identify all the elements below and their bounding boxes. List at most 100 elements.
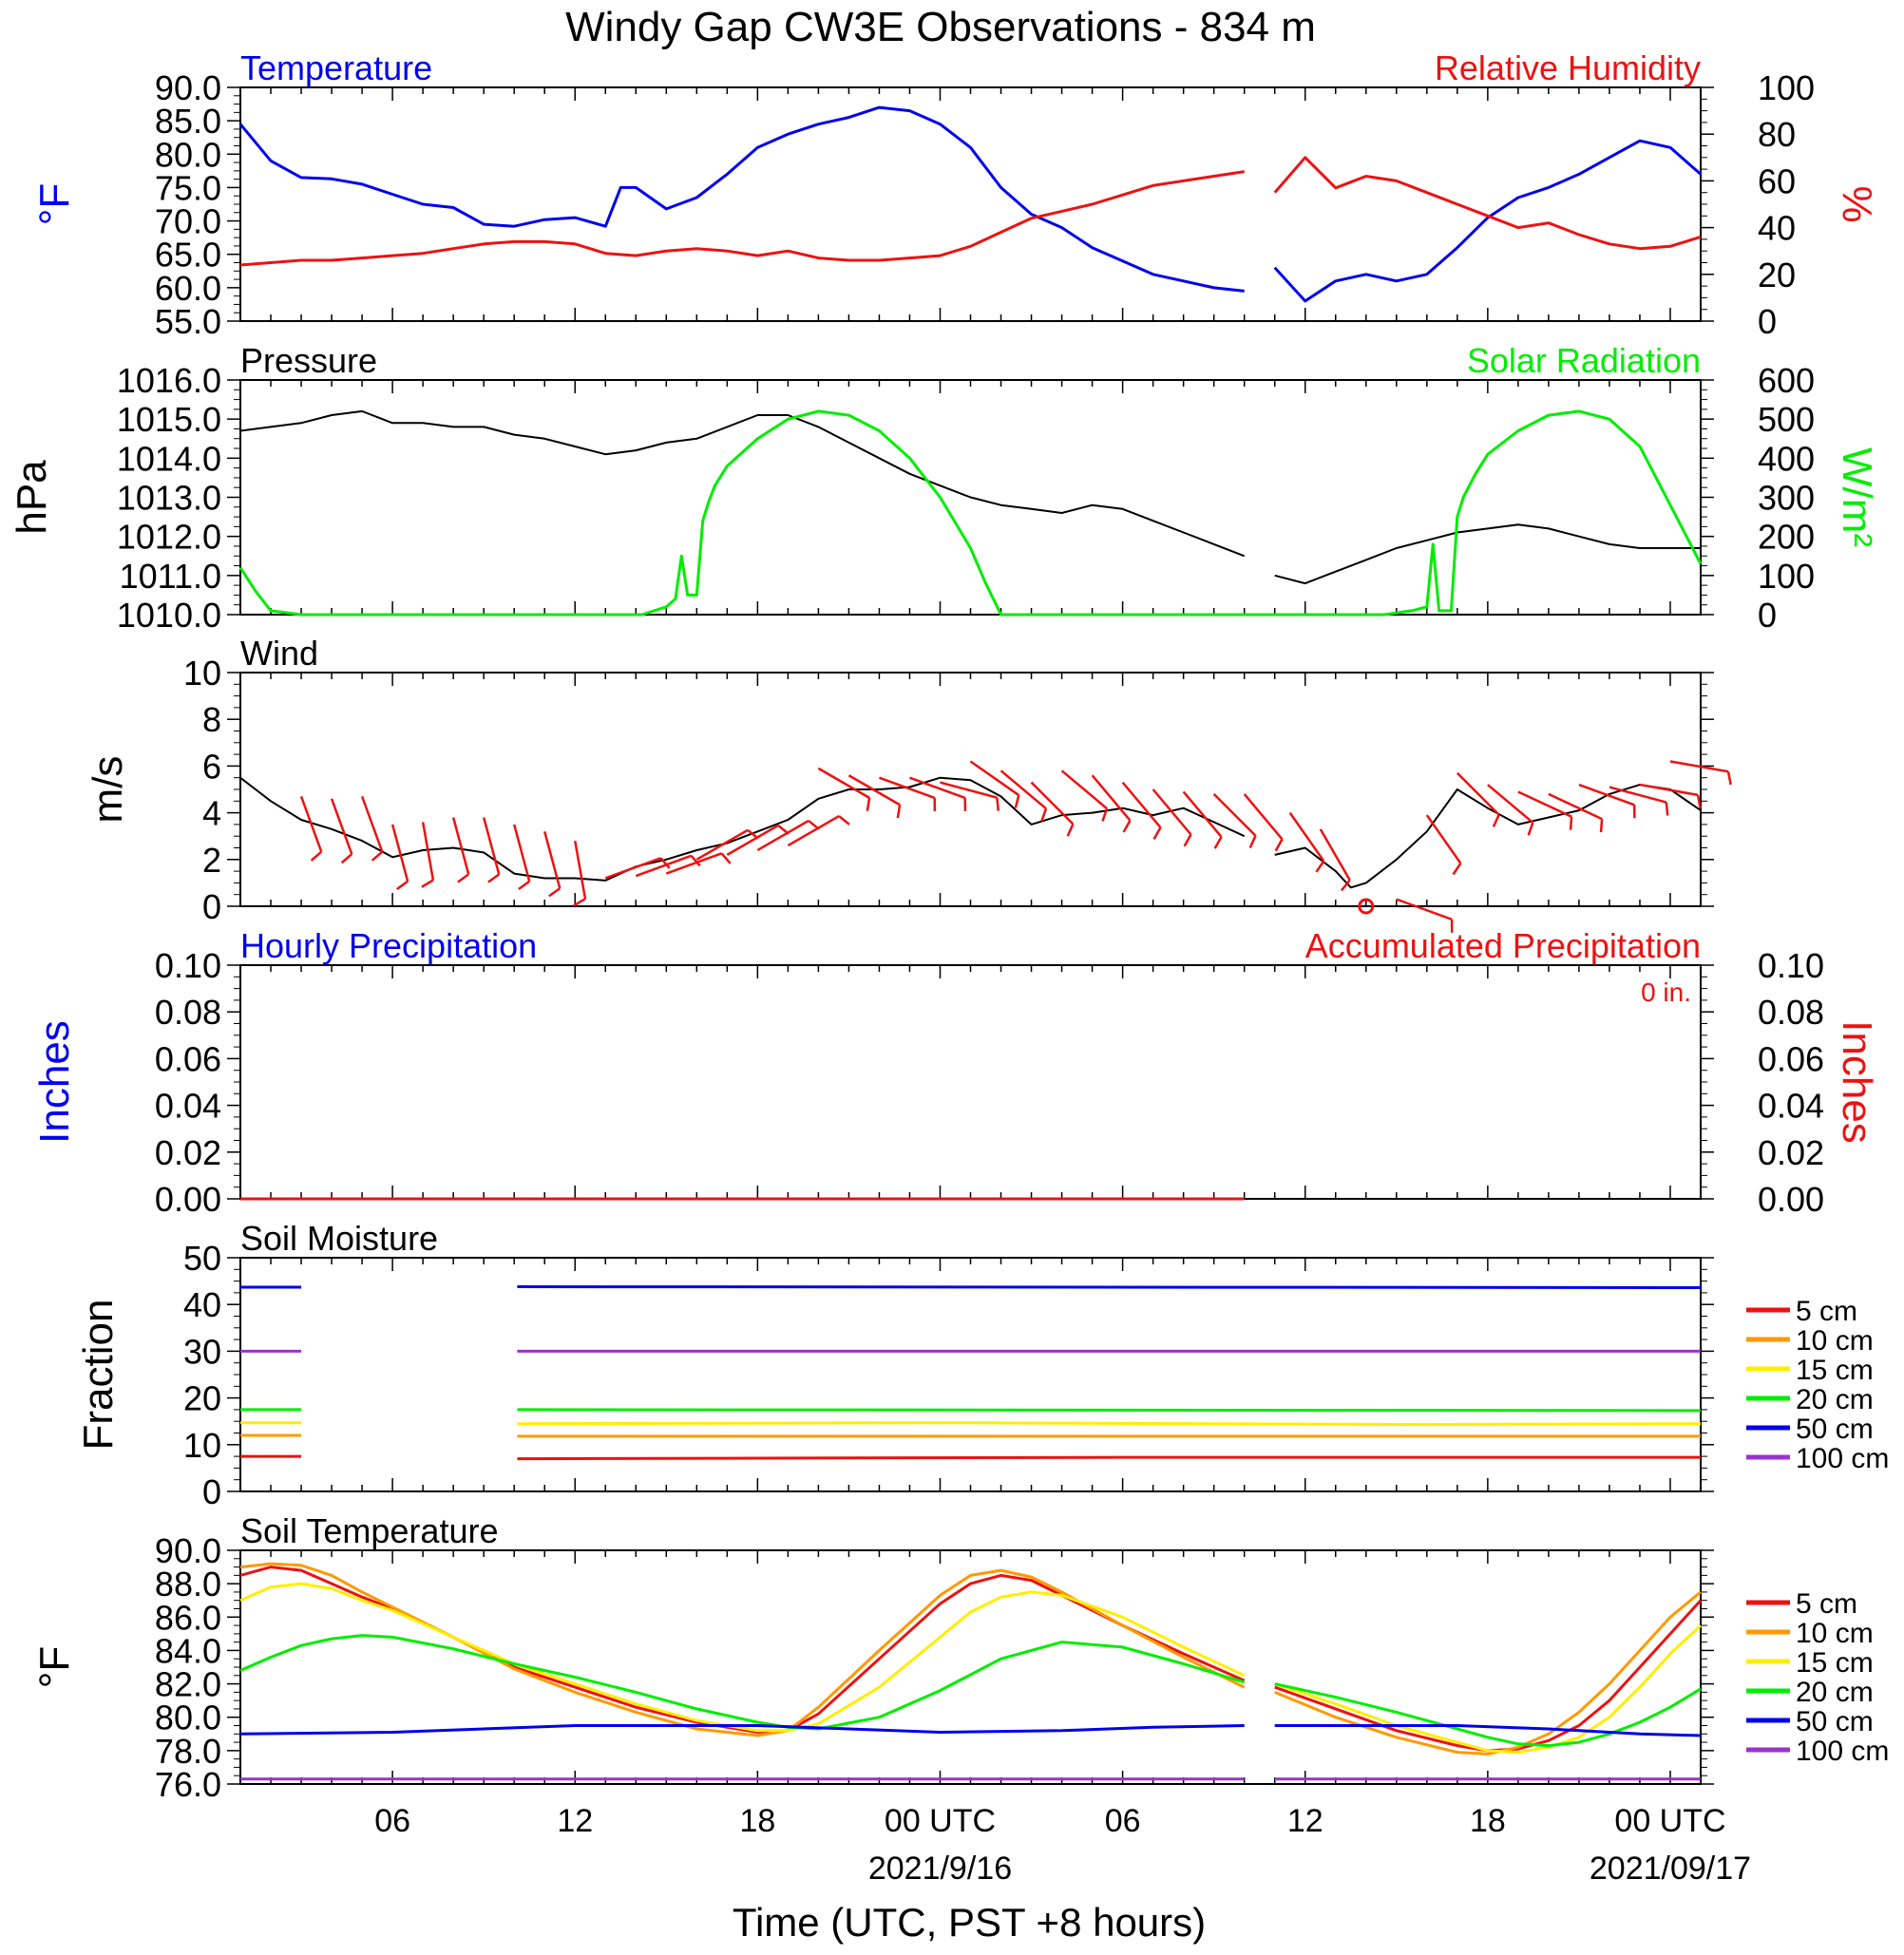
wind-barb [1578,783,1635,807]
panel-temp_rh: 55.060.065.070.075.080.085.090.0 0 20 40 60 8… [31,48,1880,341]
y-axis-label: Fraction [75,1300,122,1451]
y-axis-label-right: Inches [1834,1020,1880,1144]
legend-label: 10 cm [1796,1325,1874,1357]
legend-label: 50 cm [1796,1706,1874,1737]
wind-barb-flag [371,850,384,862]
y-tick-label-right: 0.10 [1758,946,1824,985]
wind-barb [1121,781,1162,828]
wind-barb-flag [1492,814,1500,827]
y-tick-label-right: 100 [1758,557,1815,596]
y-tick-label: 1015.0 [117,400,221,439]
wind-barb [299,795,323,853]
y-tick-label: 1012.0 [117,518,221,557]
y-tick-label-right: 0 [1758,596,1777,635]
panel-title-left: Wind [240,634,318,673]
wind-barb [940,781,998,799]
wind-barb [1060,769,1108,810]
panel-title-right: Solar Radiation [1467,341,1701,380]
wind-barb [665,852,722,875]
y-tick-label: 0.04 [155,1087,221,1126]
wind-barb [1243,793,1284,841]
y-tick-label: 80.0 [155,135,221,174]
wind-barb [1030,781,1075,826]
wind-barb-flag [518,880,530,890]
wind-barb [969,760,1020,797]
wind-barb [847,774,901,807]
y-tick-label-right: 0 [1758,302,1777,341]
y-tick-label: 0 [202,887,221,926]
y-tick-label: 0 [202,1472,221,1511]
wind-barb [1319,828,1351,882]
wind-barb [635,854,692,878]
wind-barb-flag [838,815,850,826]
wind-barb-flag [1665,802,1669,816]
legend-label: 5 cm [1796,1296,1857,1327]
panel-title-right: Relative Humidity [1435,48,1701,87]
legend-label: 100 cm [1796,1736,1889,1767]
y-tick-label: 85.0 [155,102,221,141]
y-tick-label: 90.0 [155,1531,221,1570]
y-tick-label: 10 [183,654,221,693]
y-tick-label: 75.0 [155,168,221,207]
y-axis-label: m/s [85,756,131,824]
series-line-10-cm [240,1433,1701,1438]
series-line-wind [239,776,1702,889]
wind-barb-flag [457,873,469,883]
plot-frame [239,964,1702,1200]
wind-barb-flag [1183,833,1192,847]
series-line-50-cm [240,1285,1702,1289]
wind-barb [1456,771,1500,816]
y-tick-label: 88.0 [155,1565,221,1604]
series-line-5-cm [240,1454,1701,1461]
legend-label: 50 cm [1796,1414,1874,1445]
series-line-relative-humidity [239,156,1702,267]
x-tick-label: 06 [1105,1803,1141,1839]
y-axis-label: Inches [31,1020,78,1144]
wind-calm-marker [1358,898,1375,915]
x-tick-label: 18 [1470,1803,1506,1839]
x-tick-label: 06 [374,1803,410,1839]
x-tick-label: 18 [739,1803,775,1839]
y-tick-label: 30 [183,1332,221,1371]
x-tick-label: 12 [1287,1803,1323,1839]
wind-barb-flag [1040,807,1048,822]
series-line-5-cm [239,1566,1703,1753]
wind-barb-flag [659,857,671,869]
accumulated-value-label: 0 in. [1641,978,1691,1007]
y-tick-label: 2 [202,841,221,880]
wind-barb-flag [340,853,353,864]
wind-barb [1669,760,1729,773]
wind-barb [482,817,501,875]
x-tick-label: 12 [557,1803,593,1839]
wind-barb [1639,783,1699,797]
wind-barb [360,795,384,853]
wind-barb [1152,788,1192,836]
y-tick-label: 1016.0 [117,361,221,400]
y-tick-label: 76.0 [155,1765,221,1804]
wind-barb [909,776,966,800]
legend-label: 5 cm [1796,1588,1857,1620]
wind-barb [817,767,870,799]
wind-barb-flag [896,805,902,819]
wind-barb-flag [1696,794,1702,808]
x-tick-date-label: 2021/09/17 [1590,1851,1751,1887]
y-tick-label-right: 20 [1758,256,1796,294]
series-line-15-cm [239,1582,1703,1755]
wind-barb-flag [690,854,701,867]
y-tick-label: 60.0 [155,269,221,308]
y-tick-label: 78.0 [155,1732,221,1771]
x-tick-label: 00 UTC [885,1803,996,1839]
plot-frame [239,86,1702,322]
wind-barb-flag [1274,838,1284,852]
y-axis-label-right: % [1834,185,1880,222]
y-tick-label: 70.0 [155,202,221,241]
panel-title-left: Soil Temperature [240,1511,498,1550]
wind-barb [451,817,470,875]
wind-barb-flag [1315,860,1325,873]
y-tick-label-right: 60 [1758,161,1796,200]
y-axis-label: °F [31,183,78,225]
wind-barb-flag [720,852,732,864]
series-line-20-cm [239,1634,1702,1748]
